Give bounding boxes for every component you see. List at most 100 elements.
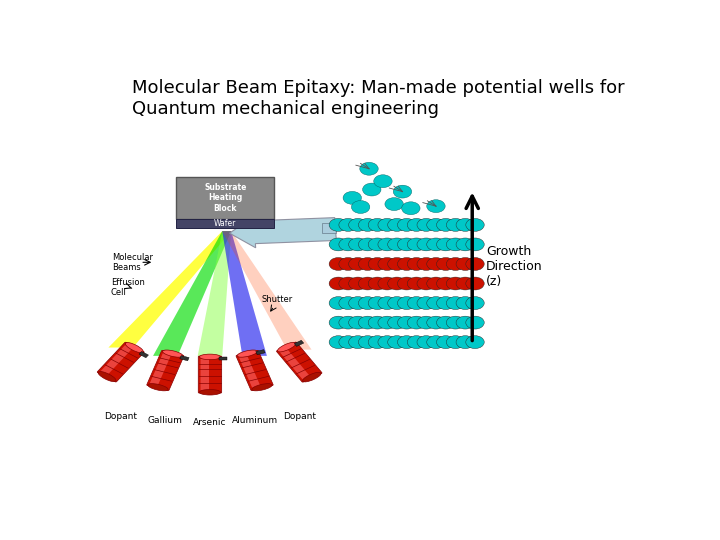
Text: Dopant: Dopant	[283, 412, 316, 421]
Ellipse shape	[436, 316, 455, 329]
Text: Molecular
Beams: Molecular Beams	[112, 253, 153, 272]
Ellipse shape	[427, 296, 445, 309]
FancyBboxPatch shape	[180, 356, 189, 361]
Ellipse shape	[397, 238, 416, 251]
Point	[284, 348, 293, 355]
Ellipse shape	[436, 277, 455, 290]
Ellipse shape	[417, 336, 436, 349]
Point	[216, 373, 225, 380]
Ellipse shape	[351, 200, 370, 213]
FancyBboxPatch shape	[239, 355, 260, 388]
Point	[127, 361, 135, 367]
Ellipse shape	[339, 277, 357, 290]
Line: 2 pts: 2 pts	[297, 366, 315, 374]
Line: 2 pts: 2 pts	[105, 365, 122, 374]
Line: 2 pts: 2 pts	[287, 353, 305, 362]
Ellipse shape	[339, 296, 357, 309]
Ellipse shape	[456, 296, 474, 309]
Text: Wafer: Wafer	[214, 219, 236, 228]
Ellipse shape	[348, 258, 367, 271]
Ellipse shape	[148, 383, 168, 391]
Ellipse shape	[466, 238, 485, 251]
Ellipse shape	[199, 389, 220, 395]
Ellipse shape	[427, 316, 445, 329]
Ellipse shape	[446, 336, 464, 349]
Ellipse shape	[387, 296, 406, 309]
Ellipse shape	[368, 296, 387, 309]
Polygon shape	[222, 231, 312, 349]
FancyBboxPatch shape	[236, 350, 273, 390]
FancyBboxPatch shape	[322, 223, 336, 233]
Ellipse shape	[125, 342, 143, 353]
Line: 2 pts: 2 pts	[158, 363, 178, 368]
Ellipse shape	[427, 238, 445, 251]
Ellipse shape	[436, 238, 455, 251]
Point	[195, 361, 204, 367]
Ellipse shape	[329, 316, 348, 329]
Ellipse shape	[436, 296, 455, 309]
Ellipse shape	[359, 296, 377, 309]
FancyBboxPatch shape	[276, 342, 322, 382]
Point	[216, 361, 225, 367]
Ellipse shape	[456, 277, 474, 290]
Ellipse shape	[446, 296, 464, 309]
Point	[305, 354, 314, 360]
Line: 2 pts: 2 pts	[292, 360, 310, 368]
Point	[150, 356, 159, 363]
FancyBboxPatch shape	[139, 352, 148, 357]
FancyBboxPatch shape	[97, 342, 144, 382]
Ellipse shape	[397, 258, 416, 271]
Ellipse shape	[466, 219, 485, 231]
Ellipse shape	[417, 219, 436, 231]
Ellipse shape	[378, 277, 396, 290]
Ellipse shape	[446, 258, 464, 271]
Ellipse shape	[360, 163, 378, 175]
FancyBboxPatch shape	[150, 353, 171, 386]
Point	[106, 368, 114, 374]
Ellipse shape	[329, 219, 348, 231]
Ellipse shape	[359, 277, 377, 290]
Point	[195, 380, 204, 387]
Ellipse shape	[359, 238, 377, 251]
Ellipse shape	[427, 258, 445, 271]
Ellipse shape	[397, 296, 416, 309]
Ellipse shape	[199, 354, 220, 360]
Ellipse shape	[456, 336, 474, 349]
Point	[240, 376, 248, 382]
Text: Dopant: Dopant	[104, 412, 138, 421]
Ellipse shape	[408, 277, 426, 290]
Ellipse shape	[302, 372, 321, 382]
Polygon shape	[153, 231, 231, 356]
Text: Aluminum: Aluminum	[232, 416, 278, 425]
Ellipse shape	[378, 296, 396, 309]
Ellipse shape	[348, 219, 367, 231]
Ellipse shape	[329, 336, 348, 349]
Ellipse shape	[359, 219, 377, 231]
Ellipse shape	[387, 219, 406, 231]
Point	[261, 376, 269, 382]
Ellipse shape	[348, 277, 367, 290]
Ellipse shape	[329, 296, 348, 309]
Ellipse shape	[368, 316, 387, 329]
Ellipse shape	[359, 258, 377, 271]
Point	[106, 348, 114, 355]
Ellipse shape	[359, 336, 377, 349]
Ellipse shape	[348, 296, 367, 309]
Ellipse shape	[348, 238, 367, 251]
FancyBboxPatch shape	[101, 345, 132, 375]
Point	[261, 362, 269, 368]
Ellipse shape	[436, 336, 455, 349]
Point	[171, 356, 180, 363]
Ellipse shape	[329, 258, 348, 271]
Line: 2 pts: 2 pts	[155, 370, 175, 375]
FancyBboxPatch shape	[256, 349, 265, 355]
Point	[171, 376, 180, 382]
Ellipse shape	[427, 219, 445, 231]
Ellipse shape	[456, 258, 474, 271]
Point	[106, 361, 114, 367]
Ellipse shape	[378, 219, 396, 231]
Ellipse shape	[408, 296, 426, 309]
Ellipse shape	[397, 277, 416, 290]
Ellipse shape	[446, 238, 464, 251]
FancyBboxPatch shape	[280, 349, 310, 379]
